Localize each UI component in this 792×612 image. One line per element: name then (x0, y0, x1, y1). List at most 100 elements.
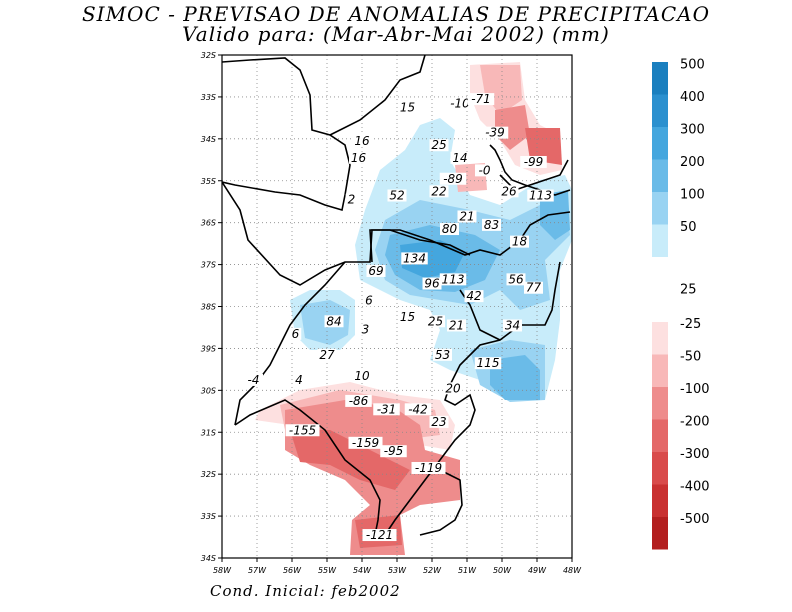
lon-tick-label: 48W (563, 566, 582, 575)
lat-tick-label: 34S (201, 135, 216, 144)
colorbar-negative-box (652, 484, 668, 517)
contour-label: 77 (526, 281, 542, 295)
contour-label: 113 (529, 189, 552, 203)
contour-label: -99 (524, 155, 544, 169)
lon-tick-label: 52W (423, 566, 442, 575)
contour-label: -119 (415, 461, 442, 475)
field-pos-100b (540, 190, 570, 240)
contour-label-bg (474, 357, 502, 370)
colorbar-positive-label: 300 (680, 123, 705, 138)
contour-label-bg (289, 327, 302, 340)
contour-label-bg (443, 382, 463, 395)
contour-label-bg (464, 290, 484, 303)
colorbar-positive-label: 100 (680, 188, 705, 203)
lon-tick-label: 55W (318, 566, 337, 575)
contour-label-bg (285, 424, 320, 437)
colorbar-positive-box (652, 257, 668, 290)
lon-tick-label: 49W (528, 566, 547, 575)
contour-label: 10 (354, 369, 370, 383)
border-line (384, 261, 561, 536)
contour-label: -95 (384, 444, 404, 458)
contour-label: 26 (501, 184, 517, 198)
contour-label-bg (422, 277, 442, 290)
contour-label: -0 (479, 163, 491, 177)
field-neg-200 (290, 430, 410, 490)
contour-label-bg (366, 264, 386, 277)
contour-label: 113 (442, 272, 465, 286)
contour-label-bg (457, 210, 477, 223)
contour-label-bg (345, 193, 358, 206)
colorbar-positive-box (652, 127, 668, 160)
contour-label: 23 (431, 415, 446, 429)
contour-label: 21 (459, 209, 474, 223)
contour-label-bg (429, 139, 449, 152)
field-neg-50 (480, 65, 522, 115)
contour-label: 16 (351, 151, 367, 165)
contour-label-bg (359, 323, 372, 336)
contour-label-bg (404, 403, 432, 416)
colorbar-positive-label: 50 (680, 220, 697, 235)
lat-tick-label: 34S (201, 554, 216, 563)
contour-label: -121 (366, 528, 393, 542)
contour-label: -10 (450, 96, 470, 110)
contour-label-bg (244, 373, 263, 386)
lat-tick-label: 38S (201, 303, 216, 312)
colorbar-negative-label: -500 (680, 512, 710, 527)
contour-label: 3 (362, 323, 370, 337)
colorbar-negative-label: -200 (680, 415, 710, 430)
colorbar-negative-box (652, 322, 668, 355)
contour-label: 14 (452, 151, 467, 165)
contour-label: 27 (319, 348, 335, 362)
colorbar-positive-label: 500 (680, 58, 705, 73)
initial-condition-caption: Cond. Inicial: feb2002 (210, 582, 401, 600)
border-line (419, 469, 463, 536)
lon-tick-label: 53W (388, 566, 407, 575)
contour-label: 6 (292, 327, 300, 341)
lat-tick-label: 31S (201, 428, 216, 437)
contour-label: 69 (368, 264, 383, 278)
contour-label: 25 (428, 314, 443, 328)
lat-tick-label: 32S (201, 51, 216, 60)
contour-label-bg (475, 164, 494, 177)
colorbar-negative-label: -300 (680, 447, 710, 462)
colorbar-negative-box (652, 452, 668, 485)
contour-label-bg (440, 223, 459, 236)
colorbar-negative-box (652, 419, 668, 452)
contour-label-bg (293, 373, 305, 386)
contour-label-bg (467, 93, 495, 106)
contour-label-bg (380, 445, 407, 458)
contour-label: 53 (435, 348, 450, 362)
contour-label: -4 (248, 373, 260, 387)
contour-label-bg (499, 185, 519, 198)
contour-label-bg (398, 101, 417, 114)
contour-label: 2 (348, 193, 356, 207)
contour-label-bg (481, 126, 509, 139)
lat-tick-label: 39S (201, 344, 216, 353)
contour-label-bg (352, 135, 372, 148)
lat-tick-label: 32S (201, 470, 216, 479)
contour-label-bg (524, 281, 543, 294)
contour-label-bg (345, 394, 372, 407)
border-line (234, 399, 381, 536)
contour-label-bg (398, 311, 417, 324)
contour-label-bg (439, 172, 467, 185)
contour-label: -42 (408, 402, 428, 416)
lat-tick-label: 33S (201, 512, 216, 521)
contour-label-bg (352, 369, 372, 382)
contour-label: 96 (424, 277, 440, 291)
contour-label-bg (363, 294, 375, 307)
contour-label: -155 (289, 423, 316, 437)
contour-label-bg (527, 189, 554, 202)
contour-label-bg (506, 273, 526, 286)
contour-label: 4 (295, 373, 303, 387)
contour-label-bg (482, 218, 501, 231)
lat-tick-label: 33S (201, 93, 216, 102)
contour-label: 16 (354, 134, 370, 148)
field-pos-200 (400, 240, 465, 278)
contour-label-bg (520, 155, 547, 168)
contour-label: 34 (505, 318, 520, 332)
colorbar-positive-label: 200 (680, 155, 705, 170)
colorbar-negative-label: -400 (680, 480, 710, 495)
